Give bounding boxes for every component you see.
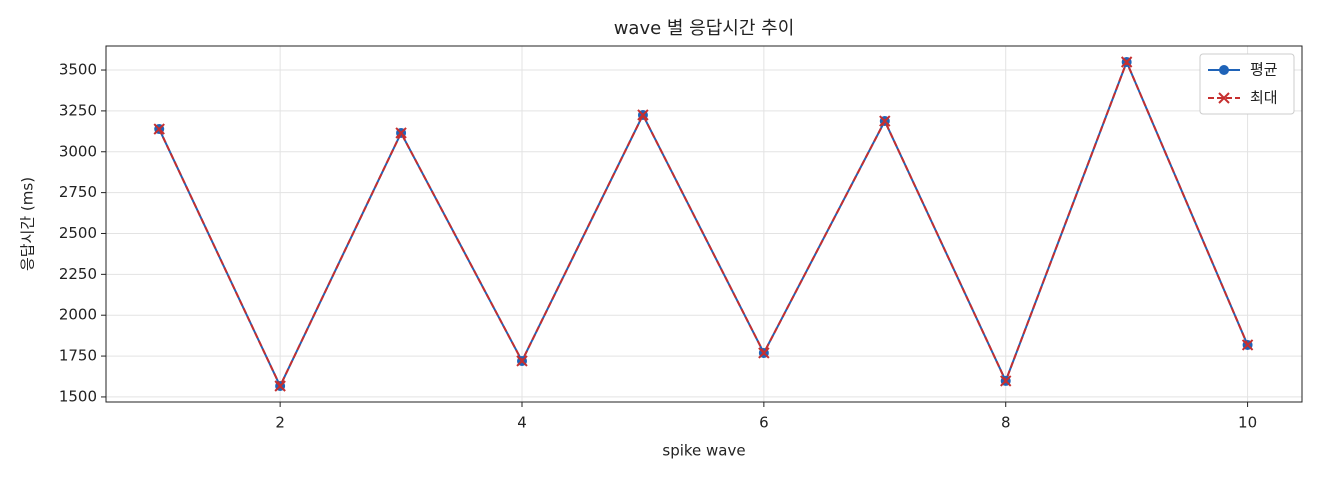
legend-marker	[1219, 65, 1229, 75]
data-point	[395, 127, 407, 139]
x-tick-label: 4	[517, 414, 527, 432]
x-tick-label: 10	[1238, 414, 1257, 432]
data-point	[516, 355, 528, 367]
y-tick-label: 3500	[59, 61, 97, 79]
data-point	[1000, 375, 1012, 387]
x-tick-label: 6	[759, 414, 769, 432]
y-tick-label: 2750	[59, 183, 97, 201]
data-point	[274, 380, 286, 392]
legend-marker	[1218, 92, 1230, 104]
legend-label: 최대	[1250, 89, 1278, 107]
series-line	[158, 59, 1249, 389]
chart-title: wave 별 응답시간 추이	[614, 18, 795, 39]
y-tick-label: 3250	[59, 101, 97, 119]
legend-label: 평균	[1250, 61, 1278, 79]
y-tick-label: 2250	[59, 265, 97, 283]
plot-frame	[105, 45, 1303, 403]
x-axis-label: spike wave	[662, 442, 745, 460]
y-tick-label: 1500	[59, 387, 97, 405]
data-point	[153, 123, 165, 135]
data-point	[1120, 56, 1133, 68]
y-axis-label: 응답시간 (ms)	[19, 177, 37, 271]
data-point	[1241, 339, 1254, 351]
y-tick-label: 3000	[59, 142, 97, 160]
data-point	[758, 347, 770, 359]
data-point	[637, 109, 649, 121]
legend-box	[1199, 53, 1295, 115]
y-tick-label: 2000	[59, 306, 97, 324]
x-tick-label: 2	[275, 414, 285, 432]
x-tick-label: 8	[1001, 414, 1011, 432]
y-tick-label: 2500	[59, 224, 97, 242]
y-tick-label: 1750	[59, 347, 97, 365]
data-point	[879, 115, 891, 127]
